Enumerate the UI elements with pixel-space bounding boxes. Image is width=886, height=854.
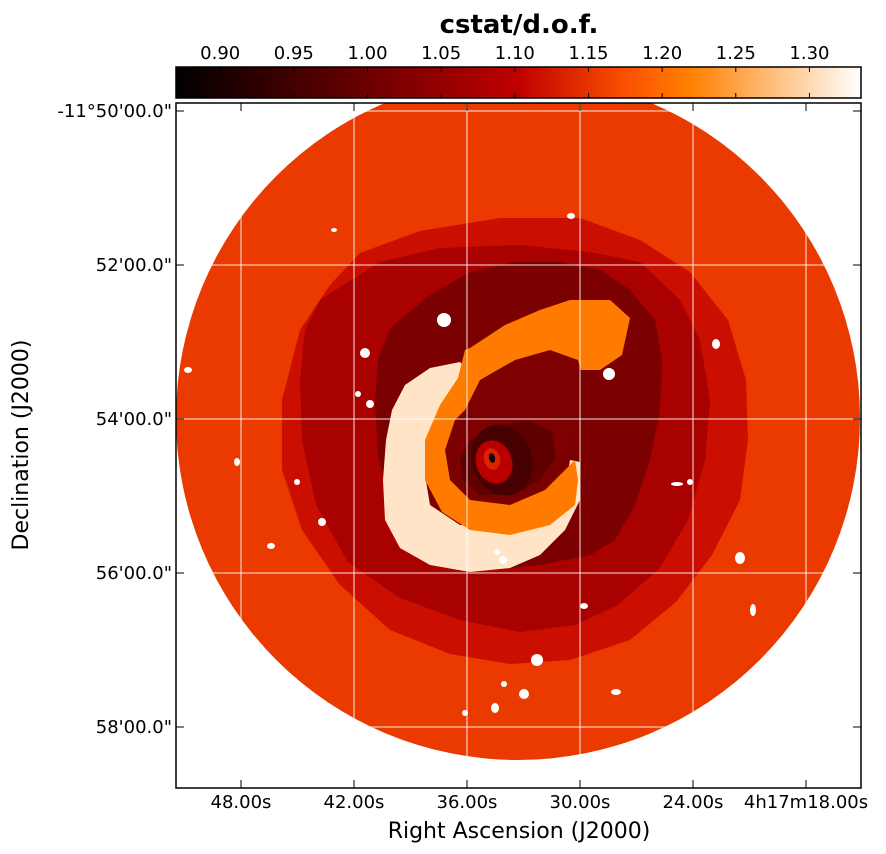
- axis-ticks: [176, 103, 861, 788]
- colorbar-tick-label: 1.05: [421, 43, 461, 64]
- x-axis-label: Right Ascension (J2000): [388, 819, 651, 844]
- coordinate-grid: [176, 103, 861, 788]
- colorbar-frame: [175, 66, 862, 99]
- region-arc-bright: [425, 320, 580, 535]
- masked-source: [531, 654, 543, 666]
- colorbar-tick-label: 1.10: [495, 43, 535, 64]
- x-tick-label: 24.00s: [663, 792, 724, 813]
- region-point: [488, 453, 496, 463]
- map-area: [176, 103, 861, 788]
- masked-source: [318, 518, 326, 526]
- y-tick-label: 56'00.0": [96, 563, 172, 584]
- y-tick-label: 58'00.0": [96, 717, 172, 738]
- masked-source: [184, 367, 192, 373]
- masked-source: [567, 213, 575, 219]
- masked-source: [501, 681, 507, 687]
- masked-source: [580, 603, 588, 609]
- masked-source: [519, 689, 529, 699]
- masked-source: [750, 604, 756, 616]
- masked-source: [687, 479, 693, 485]
- colorbar-tick-label: 1.20: [642, 43, 682, 64]
- x-tick-label: 30.00s: [550, 792, 611, 813]
- masked-source: [294, 479, 300, 485]
- masked-source: [366, 400, 374, 408]
- x-tick-label: 48.00s: [211, 792, 272, 813]
- masked-source: [267, 543, 275, 549]
- plot-frame: [175, 102, 862, 789]
- colorbar-tick-label: 1.30: [789, 43, 829, 64]
- y-tick-label: -11°50'00.0": [57, 101, 172, 122]
- colorbar-fill: [176, 67, 861, 98]
- region-bright-upper: [470, 300, 630, 370]
- y-tick-label: 54'00.0": [96, 409, 172, 430]
- colorbar-ticks: 0.90 0.95 1.00 1.05 1.10 1.15 1.20 1.25 1.30: [200, 43, 829, 98]
- y-tick-labels: -11°50'00.0" 52'00.0" 54'00.0" 56'00.0" …: [57, 101, 172, 738]
- masked-source: [611, 689, 621, 695]
- x-tick-labels: 48.00s 42.00s 36.00s 30.00s 24.00s 4h17m…: [211, 792, 869, 813]
- x-tick-label: 36.00s: [437, 792, 498, 813]
- masked-source: [331, 228, 337, 232]
- masked-source: [491, 703, 499, 713]
- colorbar-tick-label: 1.00: [347, 43, 387, 64]
- x-tick-label: 4h17m18.00s: [744, 792, 868, 813]
- masked-source: [437, 313, 451, 327]
- masked-source: [603, 368, 615, 380]
- y-axis-label: Declination (J2000): [9, 340, 34, 551]
- masked-sources: [184, 213, 756, 716]
- colorbar: 0.90 0.95 1.00 1.05 1.10 1.15 1.20 1.25 1.30: [175, 43, 862, 99]
- masked-source: [360, 348, 370, 358]
- masked-source: [712, 339, 720, 349]
- y-tick-label: 52'00.0": [96, 255, 172, 276]
- masked-source: [234, 458, 240, 466]
- colorbar-tick-label: 0.95: [274, 43, 314, 64]
- chart-title: cstat/d.o.f.: [440, 10, 599, 40]
- masked-source: [499, 556, 507, 564]
- masked-source: [494, 549, 500, 555]
- masked-source: [355, 391, 361, 397]
- masked-source: [671, 482, 683, 486]
- masked-source: [462, 710, 468, 716]
- masked-source: [735, 552, 745, 564]
- colorbar-tick-label: 1.25: [716, 43, 756, 64]
- colorbar-tick-label: 0.90: [200, 43, 240, 64]
- x-tick-label: 42.00s: [324, 792, 385, 813]
- colorbar-tick-label: 1.15: [568, 43, 608, 64]
